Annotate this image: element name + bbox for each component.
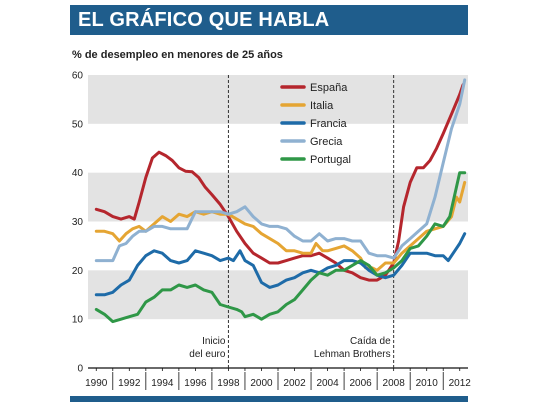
legend-label: España [310, 82, 348, 94]
series-line [94, 180, 467, 272]
annotation-label: Inicio [202, 336, 226, 347]
x-tick-label: 2002 [283, 378, 306, 389]
y-tick-label: 50 [72, 119, 84, 130]
x-tick-label: 2010 [416, 378, 439, 389]
x-tick-label: 2000 [250, 378, 273, 389]
grid-band [88, 172, 468, 222]
x-tick-label: 1996 [184, 378, 207, 389]
legend-label: Portugal [310, 154, 351, 166]
y-tick-label: 60 [72, 71, 84, 82]
x-tick-label: 2006 [349, 378, 372, 389]
x-tick-label: 1998 [217, 378, 240, 389]
x-tick-label: 1990 [85, 378, 108, 389]
y-tick-label: 10 [72, 315, 84, 326]
series-line [94, 232, 467, 297]
chart-subtitle: % de desempleo en menores de 25 años [72, 49, 283, 61]
x-tick-label: 2008 [383, 378, 406, 389]
legend-label: Grecia [310, 136, 343, 148]
annotation-label: Lehman Brothers [314, 349, 391, 360]
y-tick-label: 30 [72, 217, 84, 228]
y-tick-label: 40 [72, 168, 84, 179]
y-tick-label: 20 [72, 266, 84, 277]
series-line [94, 171, 467, 324]
grid-band [88, 75, 468, 124]
header-bar: EL GRÁFICO QUE HABLA [70, 5, 468, 35]
annotation-label: Caída de [350, 336, 391, 347]
series-line [94, 78, 467, 263]
series-line [94, 83, 465, 282]
chart-title: EL GRÁFICO QUE HABLA [78, 9, 330, 31]
x-tick-label: 2012 [449, 378, 472, 389]
footer-bar [70, 396, 468, 402]
annotation-label: del euro [189, 349, 226, 360]
y-tick-label: 0 [77, 364, 83, 375]
legend-label: Francia [310, 118, 348, 130]
x-tick-label: 1994 [151, 378, 174, 389]
legend-label: Italia [310, 100, 334, 112]
x-tick-label: 2004 [316, 378, 339, 389]
x-tick-label: 1992 [118, 378, 141, 389]
